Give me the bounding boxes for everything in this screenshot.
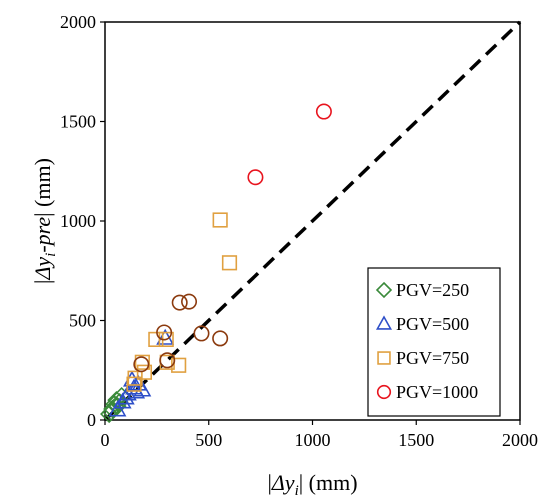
y-tick-label: 0 bbox=[87, 410, 96, 430]
x-tick-label: 1500 bbox=[398, 430, 434, 450]
data-point bbox=[133, 356, 150, 373]
data-point bbox=[171, 294, 188, 311]
data-point bbox=[247, 169, 264, 186]
data-point bbox=[181, 293, 198, 310]
legend-marker-circle-icon bbox=[376, 384, 392, 400]
legend-label: PGV=250 bbox=[396, 280, 469, 300]
data-point bbox=[136, 364, 153, 380]
data-point bbox=[158, 331, 174, 348]
y-tick-label: 1000 bbox=[60, 211, 96, 231]
y-tick-label: 500 bbox=[69, 311, 96, 331]
legend-label: PGV=1000 bbox=[396, 382, 478, 402]
axes: 0 500 1000 1500 2000 0 500 1000 1500 2000 |Δyi| (m… bbox=[30, 12, 538, 499]
x-tick-label: 500 bbox=[195, 430, 222, 450]
legend-label: PGV=750 bbox=[396, 348, 469, 368]
data-point bbox=[126, 376, 142, 392]
y-tick-label: 2000 bbox=[60, 12, 96, 32]
legend-marker-diamond-icon bbox=[375, 281, 393, 299]
data-point bbox=[127, 370, 143, 386]
legend-marker-square-icon bbox=[377, 351, 391, 365]
x-tick-label: 2000 bbox=[502, 430, 538, 450]
one-to-one-reference-line bbox=[103, 20, 522, 422]
data-point bbox=[108, 400, 127, 417]
x-tick-label: 0 bbox=[101, 430, 110, 450]
data-point bbox=[212, 330, 229, 347]
data-point bbox=[193, 325, 210, 342]
data-point bbox=[156, 324, 173, 341]
data-point bbox=[212, 212, 228, 228]
series-pgv-1000 bbox=[247, 103, 332, 186]
data-point bbox=[102, 402, 121, 422]
data-point bbox=[159, 352, 176, 369]
y-tick-label: 1500 bbox=[60, 112, 96, 132]
data-point bbox=[116, 388, 135, 405]
data-marks bbox=[100, 103, 332, 424]
data-point bbox=[315, 103, 332, 120]
y-axis-title: |Δyi-pre| (mm) bbox=[30, 158, 59, 284]
legend-label: PGV=500 bbox=[396, 314, 469, 334]
legend: PGV=250 PGV=500 PGV=750 PGV=1000 bbox=[367, 267, 501, 417]
legend-marker-triangle-icon bbox=[375, 315, 393, 330]
series-unlabeled-4 bbox=[133, 293, 229, 373]
x-axis-title: |Δyi| (mm) bbox=[267, 470, 357, 499]
data-point bbox=[221, 255, 238, 271]
x-tick-label: 1000 bbox=[295, 430, 331, 450]
data-point bbox=[134, 354, 150, 370]
